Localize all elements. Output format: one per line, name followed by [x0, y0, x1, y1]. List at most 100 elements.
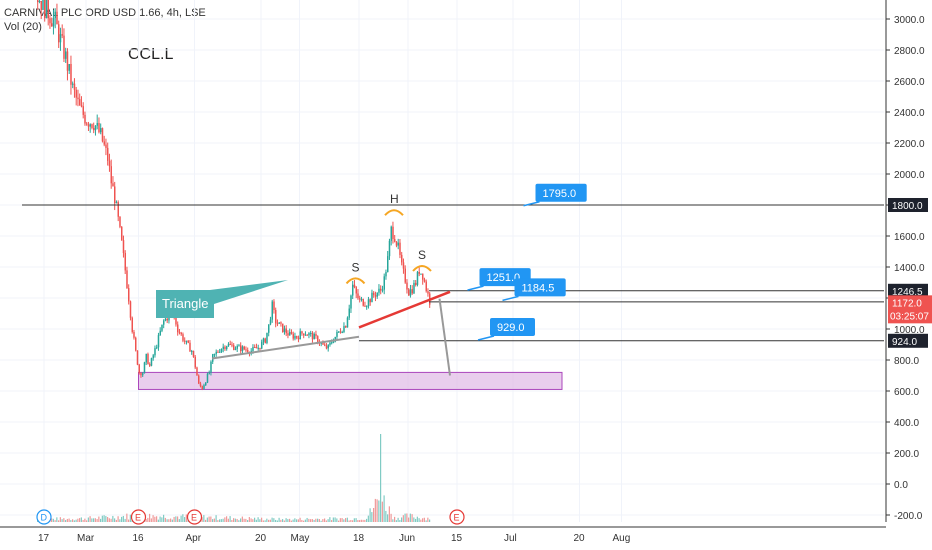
chart-title: CARNIVAL PLC ORD USD 1.66, 4h, LSE [4, 7, 206, 19]
volume-bar [54, 520, 56, 522]
candle-body [128, 288, 130, 302]
volume-bar [233, 518, 235, 522]
candle-body [37, 0, 39, 3]
candle-body [266, 332, 268, 343]
pattern-arc [412, 265, 432, 272]
candle-body [353, 284, 356, 288]
candle-body [418, 271, 420, 274]
candle-body [219, 351, 221, 353]
volume-bar [317, 518, 319, 522]
candle-body [236, 345, 238, 349]
volume-bar [159, 516, 161, 522]
event-marker [36, 509, 52, 525]
time-tick-label: 17 [38, 533, 50, 544]
event-marker [130, 509, 147, 525]
volume-bar [296, 519, 298, 522]
candle-body [42, 0, 44, 11]
volume-bar [331, 520, 333, 522]
callout-pointer [477, 335, 495, 341]
candle-body [373, 292, 375, 296]
volume-bar [79, 518, 81, 522]
volume-bar [185, 514, 187, 522]
candle-body [359, 298, 361, 300]
volume-bar [103, 515, 105, 522]
volume-bar [150, 518, 152, 522]
candle-body [129, 301, 132, 318]
volume-bar [234, 518, 236, 522]
volume-bar [289, 518, 291, 522]
volume-bar [119, 519, 121, 522]
volume-bar [294, 518, 296, 522]
volume-bar [168, 519, 170, 522]
volume-bar [91, 518, 93, 522]
volume-bar [261, 517, 263, 522]
candle-body [374, 295, 377, 297]
candle-body [180, 332, 182, 335]
volume-bar [82, 520, 84, 522]
volume-bar [161, 517, 163, 522]
volume-bar [313, 519, 315, 522]
volume-bar [219, 519, 221, 522]
candle-body [201, 386, 203, 390]
volume-bar [292, 519, 294, 522]
volume-bar [308, 518, 310, 522]
candle-body [234, 348, 237, 350]
time-tick-label: 16 [133, 533, 145, 544]
volume-bar [390, 513, 392, 522]
candle-body [399, 242, 401, 255]
candle-body [112, 183, 114, 187]
candle-body [82, 106, 84, 115]
volume-bar [182, 514, 184, 522]
volume-bar [341, 518, 343, 522]
volume-bar [163, 514, 165, 522]
candle-body [61, 34, 63, 36]
candle-body [289, 332, 291, 336]
volume-bar [117, 516, 119, 522]
candle-body [157, 335, 160, 348]
candle-body [420, 273, 422, 275]
candle-body [346, 317, 349, 328]
volume-bar [110, 518, 112, 522]
candle-body [369, 299, 371, 303]
volume-bar [152, 515, 154, 522]
price-tick-label: 400.0 [894, 418, 919, 429]
candle-body [397, 242, 399, 246]
candle-body [341, 331, 343, 333]
candle-body [156, 347, 158, 349]
volume-bar [61, 519, 63, 522]
price-tick-label: 1000.0 [894, 325, 925, 336]
candle-body [301, 331, 303, 334]
volume-bar [226, 516, 228, 522]
candle-body [311, 332, 314, 340]
volume-bar [149, 513, 151, 522]
volume-bar [327, 519, 329, 522]
candle-body [51, 23, 53, 27]
candle-body [63, 35, 65, 59]
volume-bar [243, 518, 245, 522]
candle-body [213, 353, 216, 355]
candle-body [317, 336, 319, 343]
price-tick-label: 3000.0 [894, 15, 925, 26]
volume-bar [215, 515, 217, 522]
chart-header: CARNIVAL PLC ORD USD 1.66, 4h, LSE Vol (… [4, 6, 206, 34]
volume-bar [114, 518, 116, 522]
volume-bar [86, 520, 88, 522]
triangle-callout [156, 280, 288, 318]
countdown-label: 03:25:07 [890, 311, 929, 322]
volume-bar [385, 510, 387, 522]
candle-body [87, 124, 90, 127]
candle-body [75, 89, 77, 98]
candle-body [96, 123, 98, 126]
volume-bar [68, 518, 70, 522]
candle-body [324, 344, 326, 346]
price-tick-label: 1600.0 [894, 232, 925, 243]
volume-bar [156, 516, 158, 522]
volume-bar [310, 519, 312, 522]
volume-bar [250, 518, 252, 522]
volume-bar [374, 498, 376, 522]
volume-bar [210, 516, 212, 522]
candle-body [189, 342, 191, 352]
trendline-projection [438, 298, 451, 376]
volume-bar [418, 518, 420, 522]
